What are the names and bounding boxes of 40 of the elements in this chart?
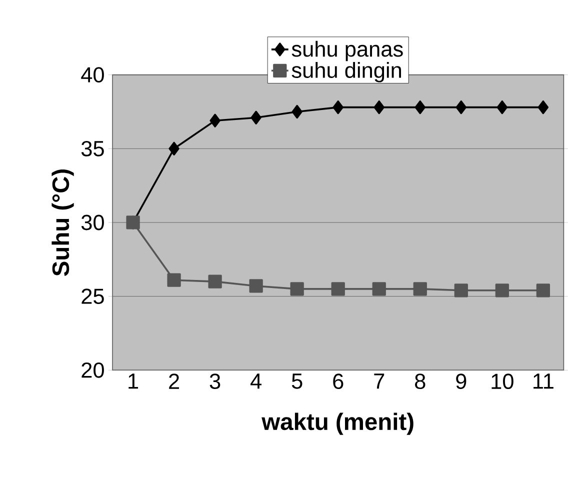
x-tick-label: 9 xyxy=(456,374,466,390)
x-tick-label: 7 xyxy=(374,374,384,389)
point xyxy=(249,279,263,293)
legend-label: suhu panas xyxy=(292,40,403,62)
point xyxy=(536,284,550,298)
legend-label: suhu dingin xyxy=(292,62,401,82)
x-tick-label: 10 xyxy=(492,374,514,390)
point xyxy=(250,110,262,124)
point xyxy=(290,282,304,296)
x-tick-label: 3 xyxy=(210,374,220,390)
y-tick-label: 40 xyxy=(81,67,104,82)
point xyxy=(374,100,384,114)
point xyxy=(292,104,302,119)
point xyxy=(372,282,386,296)
point xyxy=(168,142,180,156)
point xyxy=(331,282,345,296)
point xyxy=(495,284,509,298)
y-tick-label: 25 xyxy=(82,288,104,304)
x-tick-label: 5 xyxy=(292,374,302,389)
point xyxy=(413,282,427,296)
y-tick-label: 30 xyxy=(81,214,104,230)
point xyxy=(167,273,181,287)
x-tick-label: 1 xyxy=(128,374,138,389)
x-tick-label: 11 xyxy=(534,374,554,389)
x-tick-label: 6 xyxy=(333,374,344,390)
point xyxy=(456,100,466,114)
point xyxy=(208,274,222,288)
y-tick-label: 35 xyxy=(81,140,104,156)
x-tick-label: 8 xyxy=(415,374,426,390)
x-tick-label: 4 xyxy=(250,374,262,389)
x-axis-title: waktu (menit) xyxy=(262,412,414,435)
y-axis-title: Suhu (°C) xyxy=(52,169,74,276)
point xyxy=(454,284,468,298)
point xyxy=(414,100,426,114)
point xyxy=(210,114,220,128)
point xyxy=(496,100,508,114)
point xyxy=(332,100,344,114)
point xyxy=(538,100,549,114)
x-tick-label: 2 xyxy=(169,374,179,389)
y-tick-label: 20 xyxy=(82,362,104,378)
